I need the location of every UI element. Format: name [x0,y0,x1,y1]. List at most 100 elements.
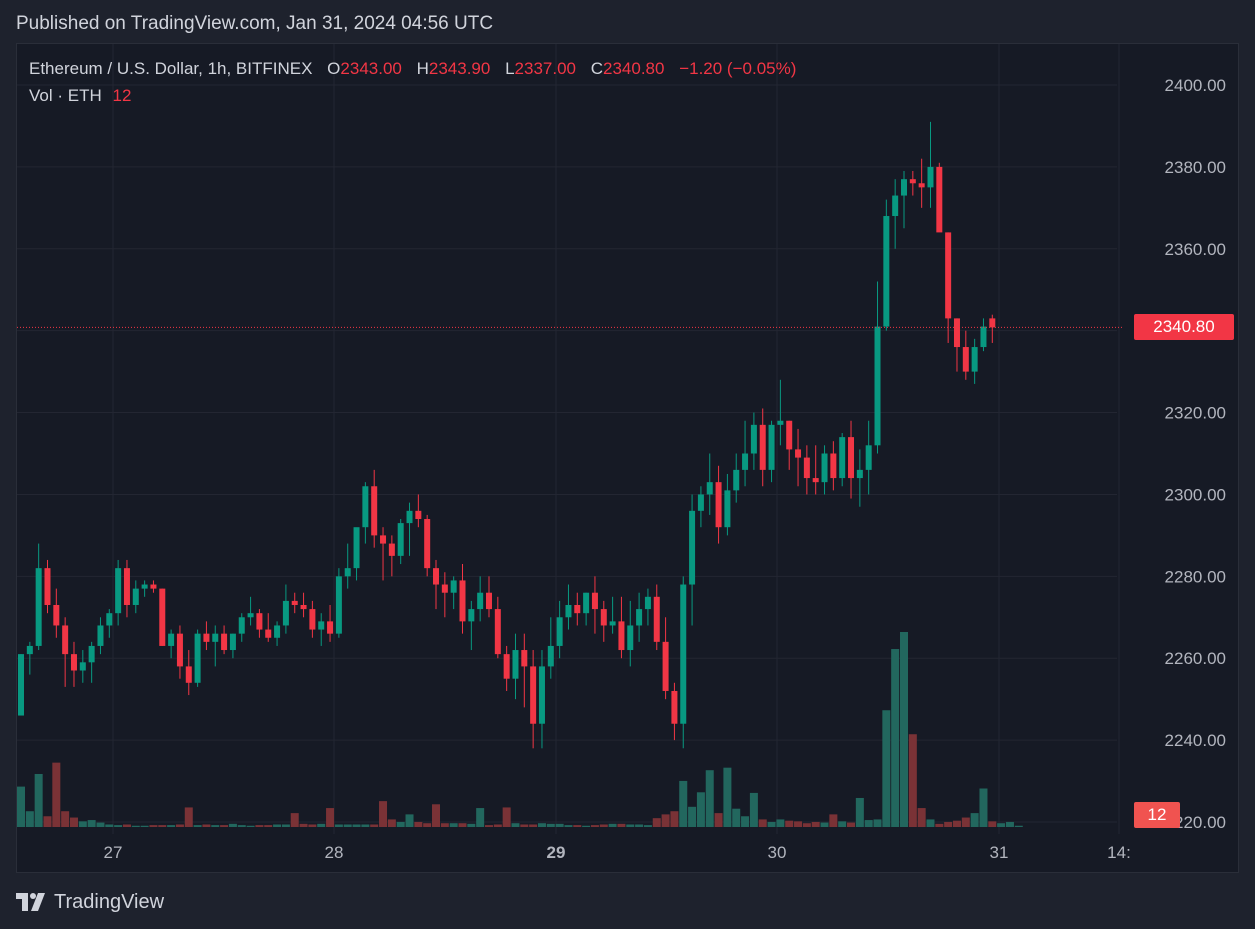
volume-bar [582,825,591,827]
volume-bar [882,710,891,827]
volume-bar [25,811,34,827]
candle-body [795,449,802,458]
candle-body [742,453,749,470]
candlestick-chart[interactable]: 2400.002380.002360.002340.002320.002300.… [17,44,1238,872]
candle-body [265,629,272,638]
candle-body [821,453,828,483]
volume-bar [255,825,264,827]
candle-body [591,592,598,610]
volume-bar [555,823,564,827]
volume-bar [52,762,61,827]
candle-body [477,592,484,610]
chart-panel[interactable]: 2400.002380.002360.002340.002320.002300.… [16,43,1239,873]
candle-body [530,666,537,724]
volume-bar [1005,821,1014,827]
volume-bar [573,825,582,827]
candle-body [388,543,395,556]
volume-bar [281,824,290,827]
candle-body [212,633,219,642]
candle-body [300,604,307,610]
candle-body [79,662,86,671]
volume-bar [564,825,573,827]
volume-bar [961,817,970,827]
volume-bar [608,823,617,827]
volume-bar [838,821,847,827]
volume-bar [935,823,944,827]
volume-bar [228,823,237,827]
candle-body [662,641,669,691]
time-axis-label: 27 [104,843,123,862]
volume-bar [900,632,908,827]
volume-bar [87,820,96,827]
volume-bar [352,824,361,827]
volume-bar [158,825,167,827]
candle-body [901,179,907,196]
volume-bar [847,822,856,827]
candle-body [556,617,563,646]
candle-body [203,633,210,642]
time-axis: 27 28 29 30 31 14: [104,843,1131,862]
volume-bar [732,808,741,827]
candle-body [627,625,634,651]
candle-body [150,584,157,589]
volume-bar [43,816,52,827]
high-value: 2343.90 [428,59,491,78]
candle-body [680,584,687,724]
volume-bar [997,823,1006,827]
price-axis-label: 2240.00 [1165,731,1226,750]
volume-bar [379,801,388,827]
candle-body [848,437,855,479]
candle-body [909,179,916,184]
candle-body [353,527,360,569]
volume-value: 12 [112,86,132,105]
candle-body [141,584,148,589]
volume-bar [140,825,149,827]
volume-bar [970,813,979,827]
price-axis-label: 2360.00 [1165,240,1226,259]
time-axis-label: 30 [768,843,787,862]
volume-bar [979,788,988,827]
volume-bar [69,817,78,827]
volume-bar [626,824,635,827]
candle-body [777,420,784,425]
price-axis: 2400.002380.002360.002340.002320.002300.… [1165,76,1226,832]
candle-body [697,494,704,511]
candle-body [450,580,457,593]
candle-body [44,568,51,605]
volume-bar [493,824,502,827]
candle-body [168,633,175,646]
candle-body [803,457,810,479]
footer-brand[interactable]: TradingView [16,889,164,915]
volume-bar [175,824,184,827]
candle-body [583,592,590,614]
volume-bar [502,807,511,827]
candle-body [644,596,651,610]
volume-label: Vol · ETH [29,86,102,105]
price-axis-label: 2380.00 [1165,158,1226,177]
last-price-tag: 2340.80 [1134,314,1234,340]
volume-bar [794,821,803,827]
candle-body [35,568,42,646]
candle-body [115,568,122,614]
candle-body [750,424,757,454]
published-caption: Published on TradingView.com, Jan 31, 20… [16,13,494,34]
candle-body [97,625,104,646]
candle-body [538,666,545,724]
volume-bar [599,824,608,827]
candle-body [309,609,316,630]
candle-body [892,195,899,217]
volume-bar [1014,825,1023,827]
candle-body [106,613,113,626]
candle-body [689,510,696,585]
volume-bar [131,825,140,827]
candle-body [238,617,245,634]
candle-body [194,633,201,683]
volume-bar [749,792,758,827]
volume-bar [17,786,25,827]
candle-body [26,645,33,655]
tradingview-brand-name: TradingView [54,890,165,913]
candle-body [962,347,969,372]
volume-bar [299,823,308,827]
candle-body [62,625,69,655]
volume-bars [17,632,1023,827]
